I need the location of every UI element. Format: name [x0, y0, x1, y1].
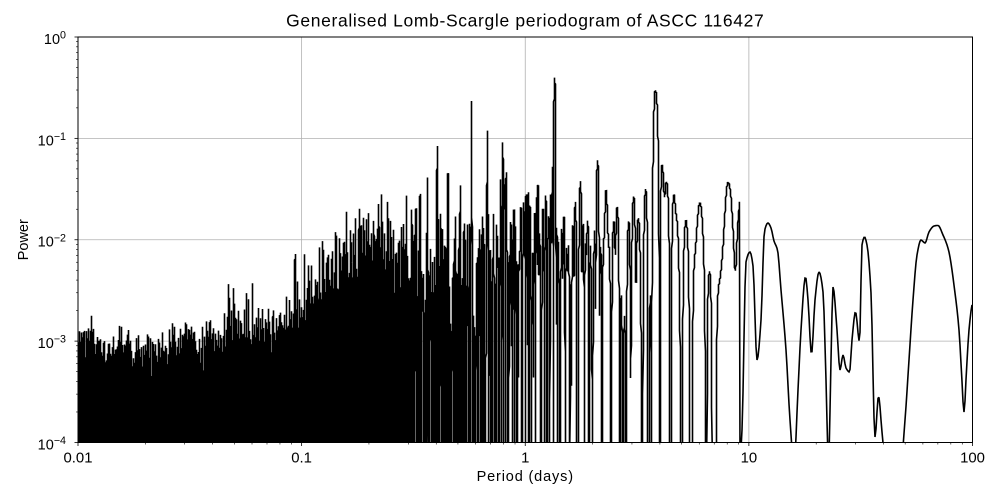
svg-text:Generalised Lomb-Scargle perio: Generalised Lomb-Scargle periodogram of …	[286, 11, 764, 31]
svg-text:Period (days): Period (days)	[477, 469, 574, 485]
svg-text:100: 100	[960, 450, 985, 466]
svg-text:1: 1	[521, 450, 529, 466]
svg-text:Power: Power	[16, 219, 32, 260]
svg-text:10: 10	[741, 450, 758, 466]
svg-text:0.1: 0.1	[291, 450, 312, 466]
svg-text:0.01: 0.01	[64, 450, 93, 466]
